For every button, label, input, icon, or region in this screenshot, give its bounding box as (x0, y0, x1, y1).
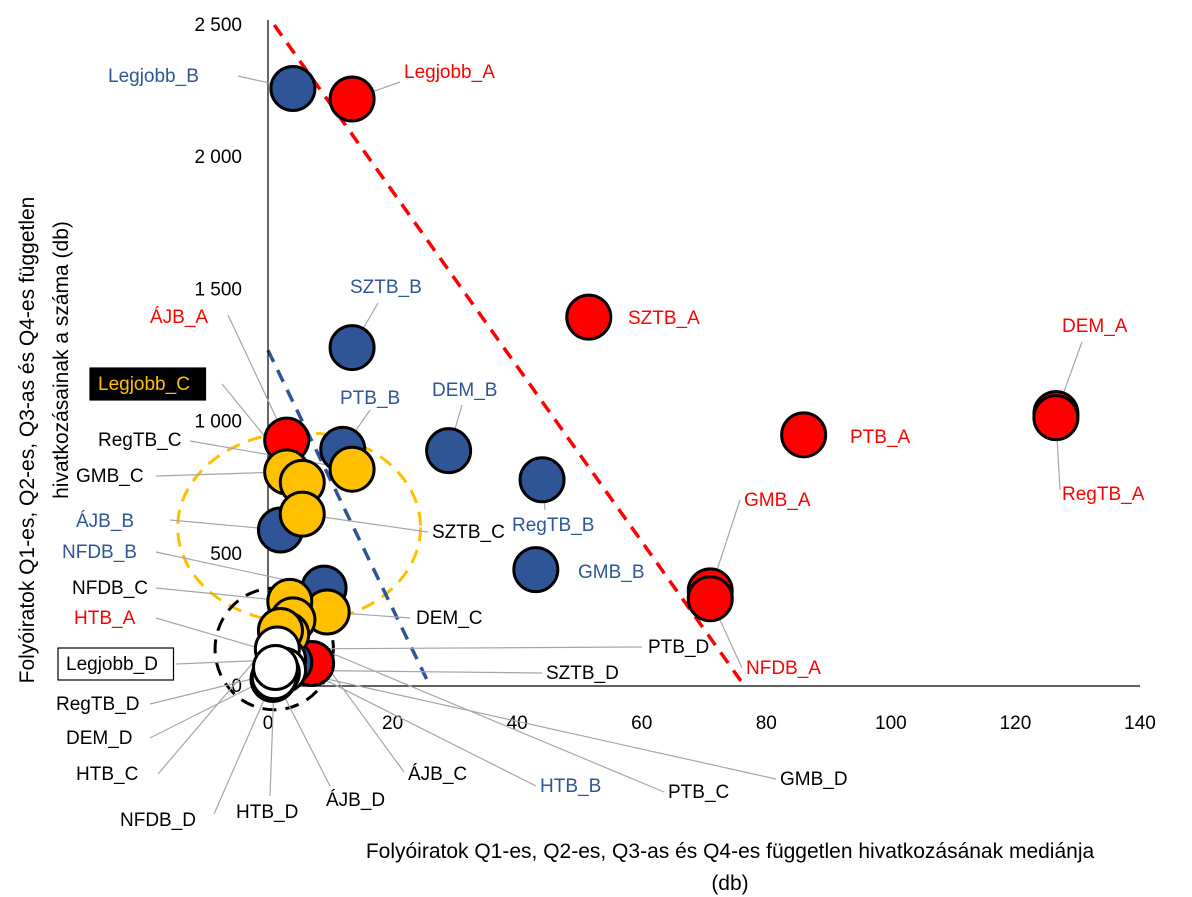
leader-line (275, 666, 777, 780)
x-tick-label: 20 (382, 713, 403, 734)
y-tick-label: 2 500 (194, 15, 242, 36)
point-label: NFDB_C (72, 578, 148, 599)
x-tick-label: 60 (631, 713, 652, 734)
point-label: RegTB_D (56, 694, 139, 715)
axis-titles: Folyóiratok Q1-es, Q2-es, Q3-as és Q4-es… (16, 197, 1094, 895)
data-point-d (251, 643, 299, 691)
y-tick-label: 2 000 (194, 147, 242, 168)
point-label: ÁJB_A (150, 307, 208, 328)
data-point-b (269, 64, 317, 112)
x-tick-label: 100 (875, 713, 907, 734)
data-points (249, 64, 1080, 703)
leader-line (277, 646, 643, 650)
x-tick-label: 0 (263, 713, 274, 734)
point-label: PTB_A (850, 427, 911, 448)
y-tick-label: 500 (210, 544, 242, 565)
point-label: Legjobb_C (98, 374, 190, 395)
point-label: ÁJB_C (408, 764, 467, 785)
y-tick-label: 0 (231, 676, 242, 697)
label-box (89, 367, 207, 401)
trend-line-a (272, 23, 746, 688)
data-point-c (328, 445, 376, 493)
data-point-b (518, 456, 566, 504)
trend-line-b (266, 349, 432, 687)
point-label: PTB_D (648, 637, 709, 658)
leader-line (213, 679, 274, 815)
point-label: GMB_D (780, 769, 848, 790)
point-label: Legjobb_B (108, 66, 199, 87)
point-label: DEM_D (66, 728, 133, 749)
data-point-c (278, 490, 326, 538)
y-tick-label: 1 500 (194, 279, 242, 300)
point-label: ÁJB_D (326, 790, 385, 811)
label-box (57, 647, 175, 681)
data-point-a (328, 75, 376, 123)
data-point-b (328, 324, 376, 372)
y-axis-title-line-1: Folyóiratok Q1-es, Q2-es, Q3-as és Q4-es… (16, 197, 39, 684)
point-label: DEM_C (416, 608, 483, 629)
data-point-a (1032, 394, 1080, 442)
point-label: PTB_B (340, 388, 400, 409)
leader-line (289, 661, 537, 787)
point-label: HTB_A (74, 608, 136, 629)
data-point-b (425, 427, 473, 475)
leader-line (286, 633, 665, 793)
point-label: HTB_D (236, 802, 298, 823)
point-label: GMB_A (744, 490, 811, 511)
point-label: Legjobb_D (66, 654, 158, 675)
point-label: DEM_B (432, 380, 497, 401)
data-point-b (512, 546, 560, 594)
point-label: SZTB_A (628, 308, 700, 329)
point-label: NFDB_D (120, 810, 196, 831)
y-tick-label: 1 000 (194, 412, 242, 433)
point-label: RegTB_B (512, 515, 594, 536)
x-axis-title-line-1: Folyóiratok Q1-es, Q2-es, Q3-as és Q4-es… (366, 840, 1095, 863)
trend-lines (266, 23, 746, 688)
point-label: DEM_A (1062, 316, 1128, 337)
x-tick-label: 140 (1124, 713, 1156, 734)
point-label: GMB_C (76, 466, 144, 487)
data-point-a (686, 575, 734, 623)
data-point-a (565, 293, 613, 341)
point-label: NFDB_A (746, 658, 821, 679)
point-labels: Legjobb_A SZTB_A DEM_A RegTB_A PTB_A GMB_A NFD… (56, 62, 1145, 831)
point-label: Legjobb_A (404, 62, 495, 83)
x-tick-label: 120 (1000, 713, 1032, 734)
point-label: HTB_C (76, 764, 138, 785)
y-axis-title-line-2: hivatkozásainak a száma (db) (50, 221, 73, 499)
point-label: ÁJB_B (76, 511, 134, 532)
data-point-a (780, 411, 828, 459)
point-label: SZTB_B (350, 277, 422, 298)
point-label: SZTB_C (432, 522, 505, 543)
point-label: RegTB_C (98, 430, 181, 451)
point-label: PTB_C (668, 782, 729, 803)
point-label: RegTB_A (1062, 484, 1145, 505)
point-label: SZTB_D (546, 663, 619, 684)
x-axis-title-line-2: (db) (711, 872, 748, 895)
point-label: NFDB_B (62, 542, 137, 563)
x-tick-label: 80 (756, 713, 777, 734)
point-label: HTB_B (540, 776, 601, 797)
point-label: GMB_B (578, 562, 645, 583)
